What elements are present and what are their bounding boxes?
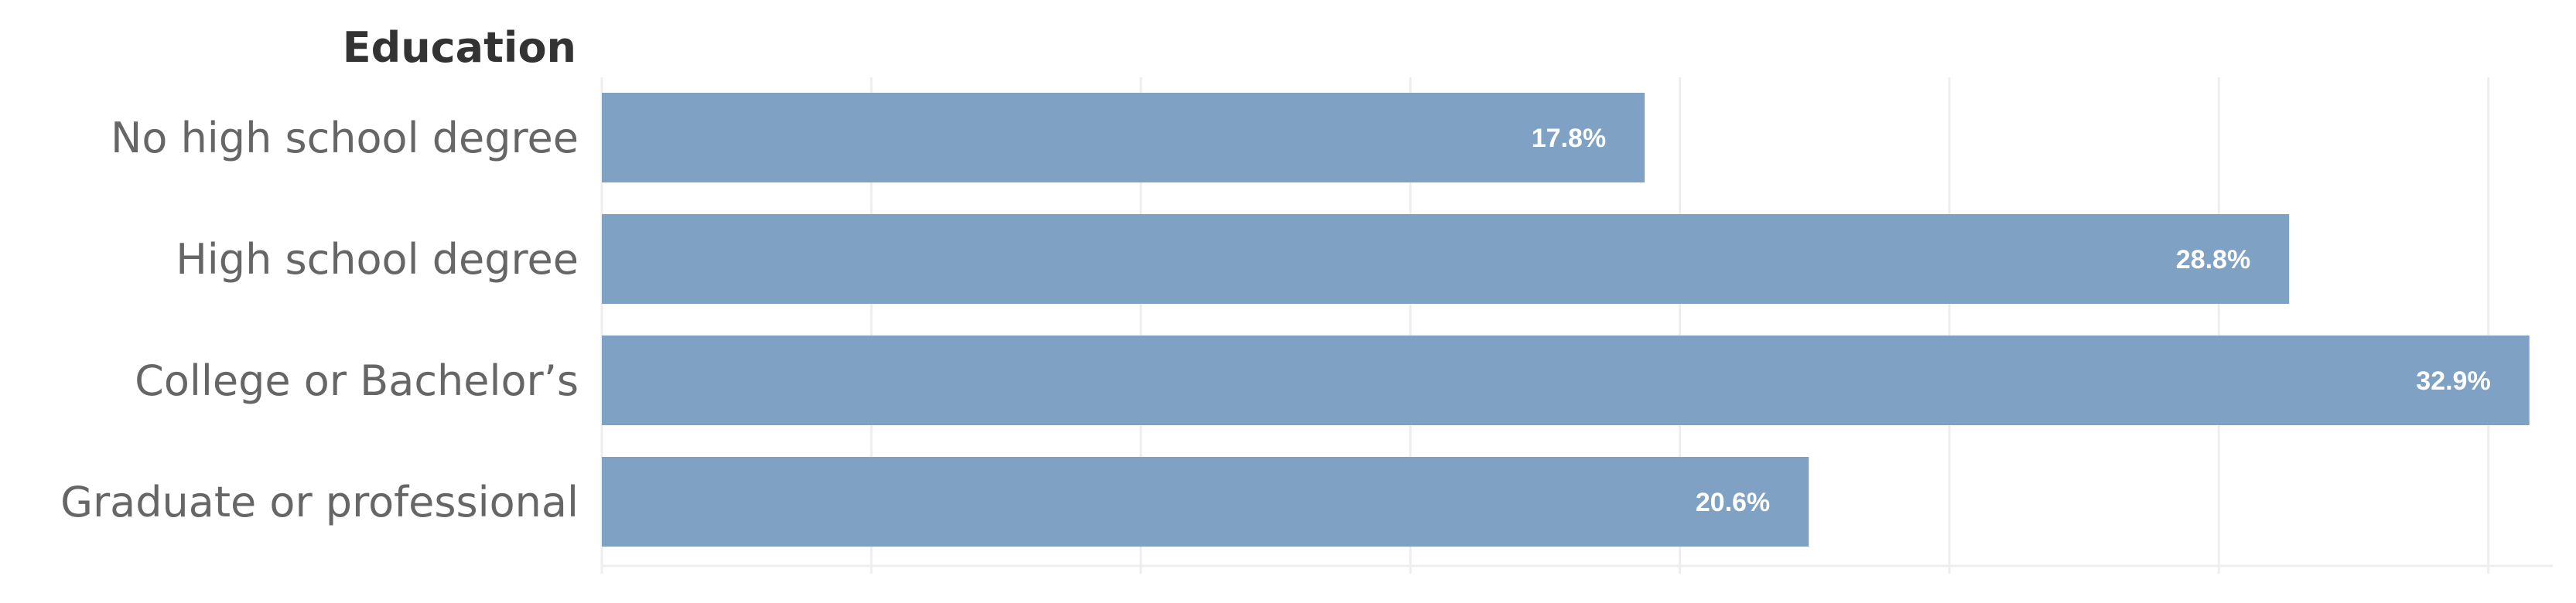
data-label-2: 32.9% [2416, 366, 2490, 396]
data-label-0: 17.8% [1532, 124, 1606, 153]
bar-1[interactable] [602, 214, 2290, 304]
category-label-2: College or Bachelor’s [135, 356, 579, 405]
category-label-1: High school degree [176, 235, 579, 284]
category-label-0: No high school degree [111, 114, 579, 162]
category-axis-title: Education [343, 23, 576, 72]
category-labels: No high school degree High school degree C… [60, 114, 579, 526]
bar-3[interactable] [602, 457, 1809, 547]
bar-0[interactable] [602, 93, 1645, 182]
bar-2[interactable] [602, 336, 2530, 425]
bars: 17.8% 28.8% 32.9% 20.6% [602, 93, 2530, 547]
data-label-1: 28.8% [2176, 245, 2250, 274]
category-label-3: Graduate or professional [60, 478, 579, 526]
data-label-3: 20.6% [1696, 488, 1770, 517]
